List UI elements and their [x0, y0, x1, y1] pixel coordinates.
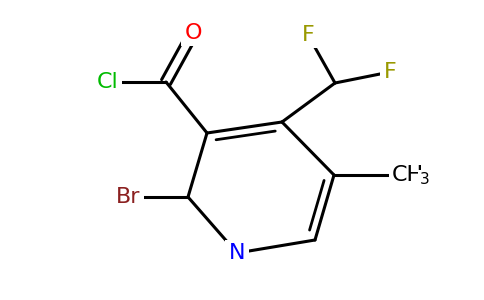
- Text: CH: CH: [392, 165, 424, 185]
- Text: F: F: [302, 25, 315, 45]
- Text: Br: Br: [116, 187, 140, 207]
- Text: O: O: [184, 23, 202, 43]
- Text: Cl: Cl: [97, 72, 119, 92]
- Text: N: N: [229, 243, 245, 263]
- Text: F: F: [384, 62, 396, 82]
- Text: 3: 3: [420, 172, 430, 187]
